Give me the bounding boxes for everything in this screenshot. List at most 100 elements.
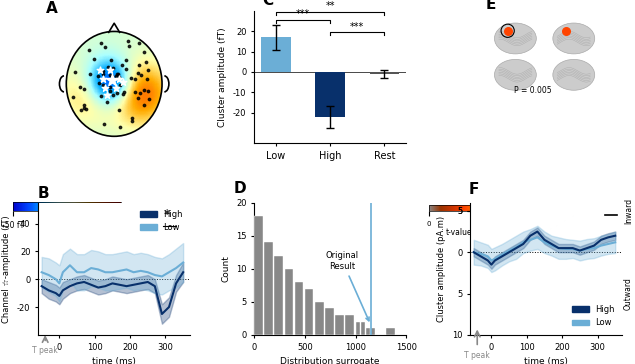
Point <box>94 80 104 86</box>
High <box>172 281 180 286</box>
Point <box>121 66 131 72</box>
Low <box>59 270 67 274</box>
Point <box>123 38 133 44</box>
Bar <box>356 322 360 335</box>
High <box>144 280 152 284</box>
Point <box>111 73 121 79</box>
X-axis label: Distribution surrogate
max |sum(t)|: Distribution surrogate max |sum(t)| <box>281 357 380 364</box>
High <box>130 282 137 287</box>
High <box>491 258 498 263</box>
Point <box>81 106 91 111</box>
High <box>562 246 570 250</box>
Point <box>130 76 140 82</box>
Point <box>107 75 117 80</box>
Point <box>85 71 95 76</box>
Text: T peak: T peak <box>464 351 490 360</box>
Point <box>79 86 90 92</box>
Low <box>172 266 180 270</box>
Bar <box>261 37 291 72</box>
Ellipse shape <box>553 23 595 54</box>
High <box>612 234 619 238</box>
Text: F: F <box>469 182 479 197</box>
Text: Original
Result: Original Result <box>326 252 369 321</box>
High <box>488 262 495 267</box>
Point <box>502 28 512 33</box>
High <box>165 305 173 309</box>
Point <box>96 40 106 46</box>
Point <box>112 71 123 77</box>
High <box>80 280 88 284</box>
High <box>576 248 584 253</box>
Point <box>79 105 89 111</box>
High <box>95 285 102 290</box>
High <box>590 244 598 248</box>
Legend: High, Low: High, Low <box>568 302 618 331</box>
Low <box>158 274 166 278</box>
Point <box>143 67 153 73</box>
Text: D: D <box>234 181 246 196</box>
High <box>519 242 527 246</box>
Point <box>141 59 151 65</box>
Low <box>109 270 116 274</box>
High <box>484 258 491 263</box>
Low <box>583 247 591 251</box>
Low <box>605 242 612 246</box>
Bar <box>370 72 399 74</box>
Point <box>130 88 140 94</box>
Point <box>100 86 110 91</box>
Ellipse shape <box>495 59 537 90</box>
Point <box>105 72 115 78</box>
Text: *: * <box>164 208 170 221</box>
Low <box>55 281 63 286</box>
High <box>598 238 605 242</box>
Ellipse shape <box>553 59 595 90</box>
Point <box>124 43 134 49</box>
High <box>55 294 63 298</box>
High <box>38 284 46 288</box>
High <box>548 242 556 246</box>
Bar <box>284 269 293 335</box>
Point <box>133 70 143 75</box>
Point <box>76 107 86 113</box>
Point <box>98 68 108 74</box>
Point <box>102 92 112 98</box>
High <box>605 235 612 240</box>
Point <box>105 88 115 94</box>
Point <box>121 57 131 63</box>
Text: ***: *** <box>296 9 311 19</box>
High <box>59 288 67 293</box>
Low <box>519 240 527 245</box>
Point <box>95 67 105 73</box>
Point <box>133 95 143 100</box>
High <box>88 282 95 287</box>
Bar <box>325 308 334 335</box>
X-axis label: time (ms): time (ms) <box>525 357 568 364</box>
Low <box>52 277 60 281</box>
Point <box>79 102 90 108</box>
High <box>158 312 166 316</box>
Low <box>505 248 513 253</box>
Point <box>106 57 116 63</box>
Point <box>139 87 149 93</box>
Text: **: ** <box>326 1 335 11</box>
Point <box>105 84 115 90</box>
High <box>102 284 109 288</box>
Point <box>119 89 129 95</box>
Bar <box>335 315 344 335</box>
High <box>505 250 513 254</box>
Point <box>103 64 113 70</box>
Low <box>569 247 577 251</box>
Bar <box>316 72 345 117</box>
Low <box>73 270 81 274</box>
Text: P = 0.005: P = 0.005 <box>514 86 552 95</box>
Low <box>123 267 130 272</box>
Point <box>98 76 108 82</box>
Low <box>498 253 506 257</box>
Point <box>139 49 149 55</box>
Point <box>96 93 106 99</box>
Bar <box>345 315 354 335</box>
Point <box>109 66 119 71</box>
Text: Inward: Inward <box>624 198 633 224</box>
X-axis label: t-value: t-value <box>446 228 472 237</box>
Low <box>590 246 598 250</box>
